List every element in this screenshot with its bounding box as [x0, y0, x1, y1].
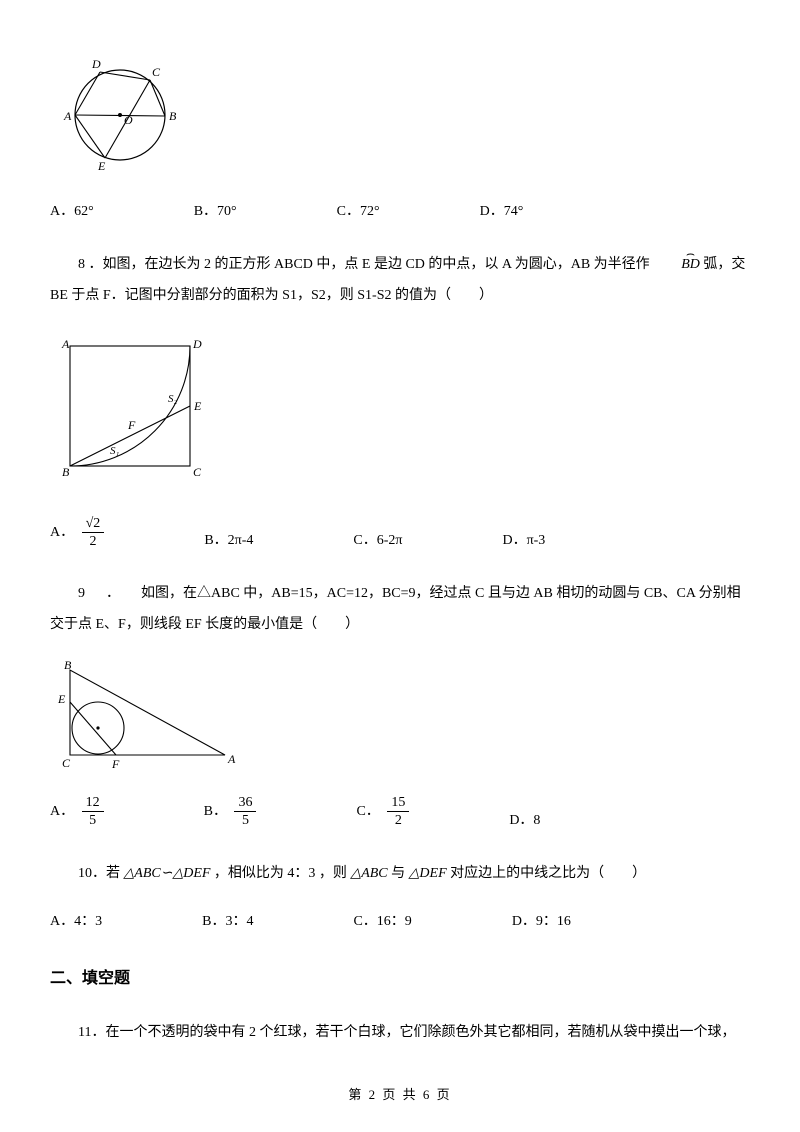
section2-title: 二、填空题 — [50, 964, 750, 988]
q9-svg: C B A E F — [50, 655, 240, 775]
svg-text:D: D — [91, 57, 101, 71]
q8-opt-a-frac: √2 2 — [82, 516, 105, 550]
q10-sim: △ABC∽△DEF — [124, 866, 211, 881]
q8-svg: A D B C E F S₁ S₂ — [50, 326, 220, 496]
q9-opt-b-num: 36 — [234, 795, 256, 812]
svg-text:E: E — [97, 159, 106, 173]
q7-opt-c: C．72° — [337, 200, 380, 220]
svg-text:A: A — [61, 337, 70, 351]
q7-opt-d: D．74° — [480, 200, 524, 220]
q10-mid2: ，则 — [319, 866, 347, 881]
q9-options: A． 12 5 B． 36 5 C． 15 2 D．8 — [50, 795, 750, 829]
q7-svg: A B C D E O — [50, 50, 200, 180]
q8-figure: A D B C E F S₁ S₂ — [50, 326, 750, 496]
q10-suffix: 对应边上的中线之比为（ ） — [450, 866, 646, 881]
q9-opt-c-prefix: C． — [356, 804, 379, 819]
q8-text-prefix: 8 ．如图，在边长为 2 的正方形 ABCD 中，点 E 是边 CD 的中点，以… — [78, 257, 650, 272]
svg-text:B: B — [64, 658, 72, 672]
q9-opt-a-den: 5 — [82, 812, 104, 828]
q8-opt-b: B．2π-4 — [204, 529, 253, 549]
q9-opt-b-frac: 36 5 — [234, 795, 256, 829]
q8-opt-a-prefix: A． — [50, 525, 74, 540]
q7-opt-a: A．62° — [50, 200, 94, 220]
q10-text: 10．若 △ABC∽△DEF ，相似比为 4：3 ，则 △ABC 与 △DEF … — [50, 859, 750, 890]
q10-opt-a: A．4：3 — [50, 910, 102, 930]
svg-text:O: O — [124, 113, 133, 127]
page: A B C D E O A．62° B．70° C．72° D．74° 8 ．如… — [0, 0, 800, 1123]
q9-opt-b-prefix: B． — [204, 804, 227, 819]
q9-opt-a-prefix: A． — [50, 804, 74, 819]
q9-opt-b-den: 5 — [234, 812, 256, 828]
q10-ratio: 4：3 — [287, 866, 315, 881]
q10-opt-d: D．9：16 — [512, 910, 571, 930]
page-footer: 第 2 页 共 6 页 — [50, 1084, 750, 1103]
q9-opt-a-num: 12 — [82, 795, 104, 812]
q8-opt-a-den: 2 — [82, 533, 105, 549]
svg-text:S₂: S₂ — [168, 393, 178, 405]
q10-prefix: 10．若 — [78, 866, 120, 881]
q9-opt-a: A． 12 5 — [50, 795, 104, 829]
q9-opt-c-den: 2 — [387, 812, 409, 828]
q10-options: A．4：3 B．3：4 C．16：9 D．9：16 — [50, 910, 750, 930]
q9-text: 9 ． 如图，在△ABC 中，AB=15，AC=12，BC=9，经过点 C 且与… — [50, 579, 750, 641]
q9-figure: C B A E F — [50, 655, 750, 775]
q10-mid1: ，相似比为 — [214, 866, 284, 881]
q7-figure: A B C D E O — [50, 50, 750, 180]
q8-opt-a-num: √2 — [82, 516, 105, 533]
svg-text:C: C — [62, 756, 71, 770]
svg-text:F: F — [111, 757, 120, 771]
svg-text:C: C — [193, 465, 202, 479]
svg-text:E: E — [57, 692, 66, 706]
q8-opt-a: A． √2 2 — [50, 516, 104, 550]
q9-opt-a-frac: 12 5 — [82, 795, 104, 829]
q8-options: A． √2 2 B．2π-4 C．6-2π D．π-3 — [50, 516, 750, 550]
q10-opt-b: B．3：4 — [202, 910, 253, 930]
q8-text: 8 ．如图，在边长为 2 的正方形 ABCD 中，点 E 是边 CD 的中点，以… — [50, 250, 750, 312]
q7-opt-b: B．70° — [194, 200, 237, 220]
q10-tri1: △ABC — [350, 866, 387, 881]
svg-text:B: B — [169, 109, 177, 123]
svg-text:A: A — [227, 752, 236, 766]
svg-text:F: F — [127, 418, 136, 432]
q10-opt-c: C．16：9 — [353, 910, 411, 930]
q9-opt-c-frac: 15 2 — [387, 795, 409, 829]
svg-text:E: E — [193, 399, 202, 413]
q9-opt-d: D．8 — [509, 809, 540, 829]
q7-options: A．62° B．70° C．72° D．74° — [50, 200, 750, 220]
svg-text:C: C — [152, 65, 161, 79]
q9-opt-c: C． 15 2 — [356, 795, 409, 829]
q9-opt-b: B． 36 5 — [204, 795, 257, 829]
q10-tri2: △DEF — [409, 866, 447, 881]
q8-arc: BD — [653, 250, 700, 281]
q10-and: 与 — [391, 866, 405, 881]
svg-text:S₁: S₁ — [110, 445, 120, 457]
q8-opt-d: D．π-3 — [502, 529, 545, 549]
q8-opt-c: C．6-2π — [353, 529, 402, 549]
q9-opt-c-num: 15 — [387, 795, 409, 812]
q11-text: 11．在一个不透明的袋中有 2 个红球，若干个白球，它们除颜色外其它都相同，若随… — [50, 1018, 750, 1049]
svg-text:D: D — [192, 337, 202, 351]
svg-text:B: B — [62, 465, 70, 479]
svg-text:A: A — [63, 109, 72, 123]
